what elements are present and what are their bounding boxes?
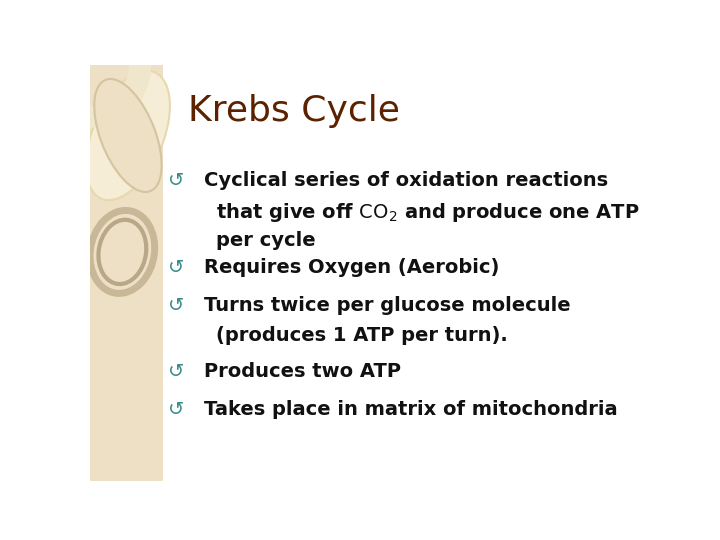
Text: Krebs Cycle: Krebs Cycle	[188, 94, 400, 128]
Text: ↺: ↺	[168, 171, 184, 190]
Text: Produces two ATP: Produces two ATP	[204, 362, 401, 381]
Text: that give off $\mathrm{CO_2}$ and produce one ATP: that give off $\mathrm{CO_2}$ and produc…	[215, 201, 639, 224]
Ellipse shape	[94, 79, 161, 192]
Text: ↺: ↺	[168, 295, 184, 315]
Ellipse shape	[90, 211, 155, 293]
Text: ↺: ↺	[168, 258, 184, 277]
Bar	[90, 65, 163, 481]
Ellipse shape	[86, 71, 170, 200]
Text: per cycle: per cycle	[215, 231, 315, 249]
Ellipse shape	[99, 220, 146, 284]
Text: Cyclical series of oxidation reactions: Cyclical series of oxidation reactions	[204, 171, 608, 190]
Text: ↺: ↺	[168, 362, 184, 381]
Text: Requires Oxygen (Aerobic): Requires Oxygen (Aerobic)	[204, 258, 500, 277]
Text: ↺: ↺	[168, 400, 184, 419]
Text: Turns twice per glucose molecule: Turns twice per glucose molecule	[204, 295, 571, 315]
Text: (produces 1 ATP per turn).: (produces 1 ATP per turn).	[215, 326, 508, 345]
Text: Takes place in matrix of mitochondria: Takes place in matrix of mitochondria	[204, 400, 618, 419]
